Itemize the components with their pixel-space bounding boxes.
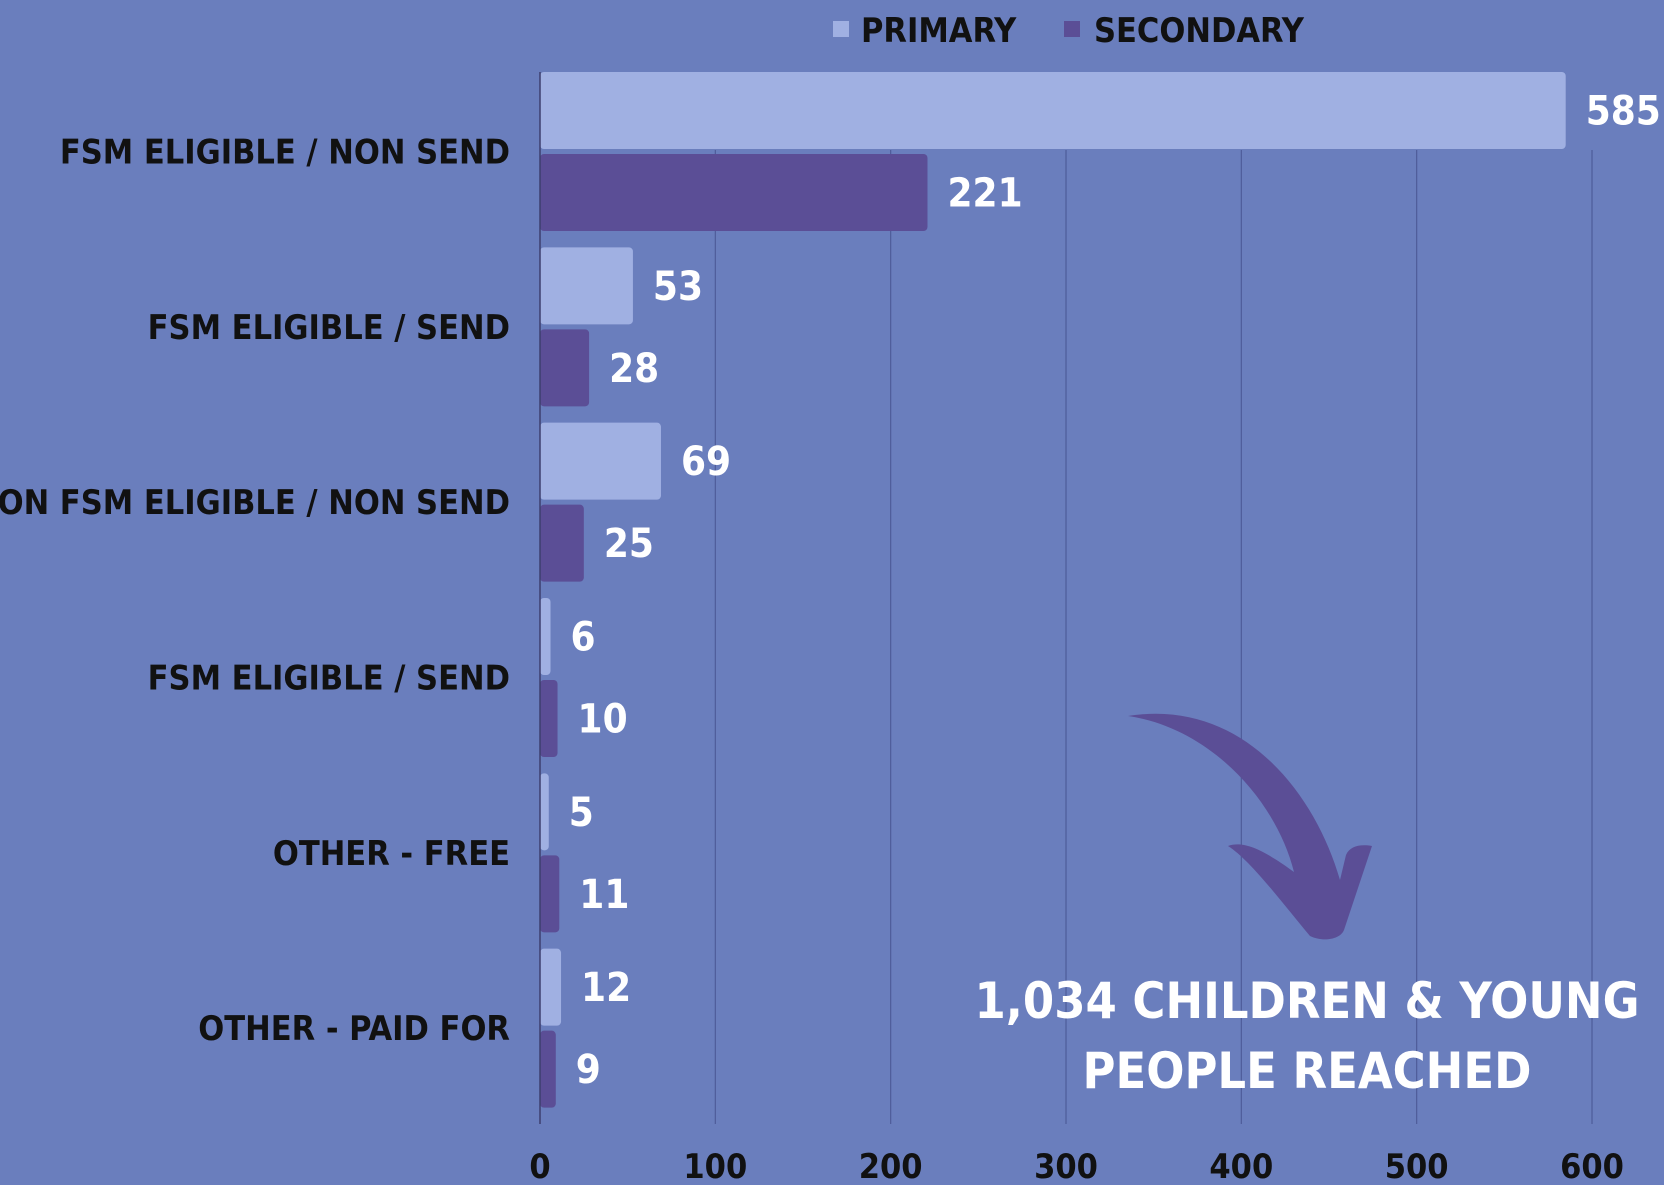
bar-primary (540, 948, 562, 1026)
data-label: 6 (571, 615, 596, 661)
data-label: 5 (569, 790, 594, 836)
data-label: 53 (653, 264, 703, 310)
curved-arrow-icon (1128, 713, 1372, 940)
data-label: 28 (609, 346, 659, 392)
legend-swatch-secondary (1064, 21, 1080, 37)
bars (540, 72, 1566, 1108)
x-tick-label: 200 (859, 1147, 923, 1185)
category-label: FSM ELIGIBLE / SEND (148, 659, 510, 699)
bar-secondary (540, 680, 558, 757)
bar-secondary (540, 855, 560, 933)
data-label: 9 (576, 1047, 601, 1093)
x-tick-label: 600 (1560, 1147, 1624, 1185)
value-labels: 585 221 53 28 69 25 6 10 5 11 12 9 (569, 89, 1661, 1094)
annotation-line-1: 1,034 CHILDREN & YOUNG (975, 972, 1640, 1030)
bar-primary (540, 422, 661, 500)
data-label: 585 (1586, 89, 1661, 135)
bar-secondary (540, 329, 590, 407)
legend: PRIMARY SECONDARY (833, 11, 1305, 51)
data-label: 11 (579, 872, 629, 918)
legend-label-secondary: SECONDARY (1094, 11, 1305, 51)
bar-secondary (540, 504, 584, 582)
bar-primary (540, 247, 633, 325)
category-label: OTHER - PAID FOR (198, 1009, 510, 1049)
x-tick-label: 500 (1385, 1147, 1449, 1185)
legend-label-primary: PRIMARY (861, 11, 1017, 51)
bar-primary (540, 72, 1566, 149)
category-label: FSM ELIGIBLE / NON SEND (60, 133, 510, 173)
annotation-line-2: PEOPLE REACHED (1083, 1042, 1532, 1100)
data-label: 10 (578, 697, 628, 743)
data-label: 12 (581, 965, 631, 1011)
x-tick-label: 400 (1209, 1147, 1273, 1185)
bar-secondary (540, 1030, 556, 1108)
annotation: 1,034 CHILDREN & YOUNG PEOPLE REACHED (975, 713, 1640, 1100)
x-tick-label: 300 (1034, 1147, 1098, 1185)
category-label: FSM ELIGIBLE / SEND (148, 308, 510, 348)
bar-primary (540, 773, 549, 851)
bar-primary (540, 598, 551, 675)
category-labels: FSM ELIGIBLE / NON SEND FSM ELIGIBLE / SE… (0, 133, 510, 1050)
x-axis-ticks: 0 100 200 300 400 500 600 (529, 1147, 1624, 1185)
bar-secondary (540, 154, 928, 231)
x-tick-label: 0 (529, 1147, 550, 1185)
category-label: OTHER - FREE (273, 834, 510, 874)
data-label: 69 (681, 439, 731, 485)
data-label: 25 (604, 521, 654, 567)
gridlines (714, 150, 1593, 1124)
category-label: NON FSM ELIGIBLE / NON SEND (0, 483, 510, 523)
x-tick-label: 100 (683, 1147, 747, 1185)
data-label: 221 (947, 171, 1022, 217)
legend-swatch-primary (833, 21, 849, 37)
